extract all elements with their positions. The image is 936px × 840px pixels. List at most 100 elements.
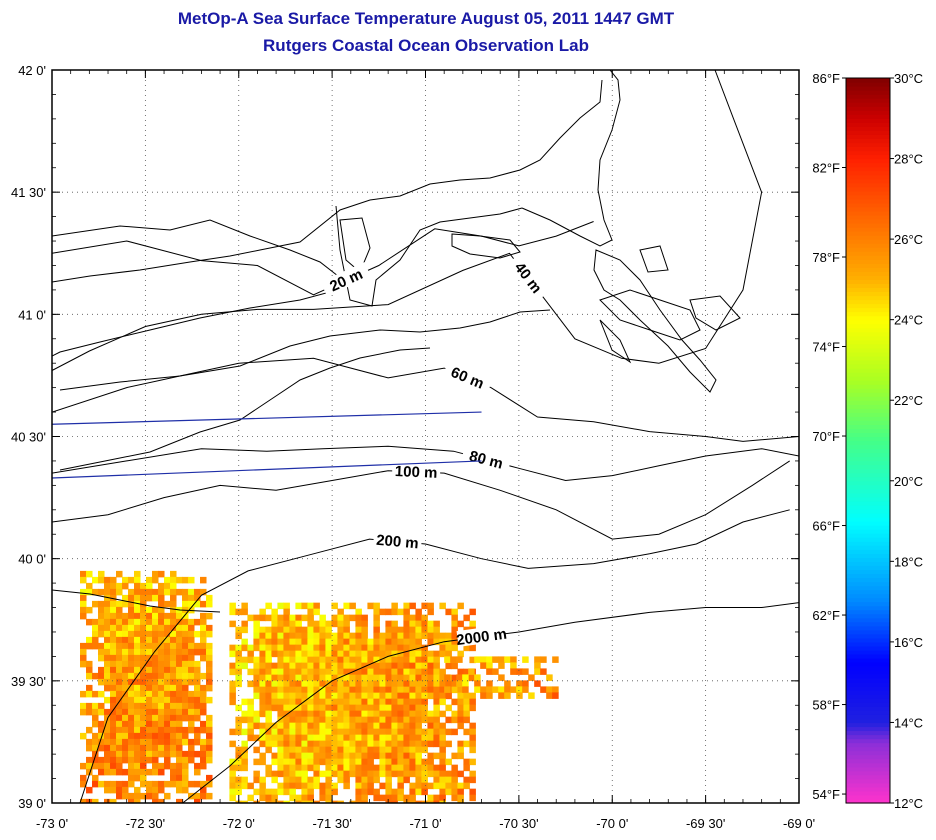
lat-tick-label: 41 0' <box>18 307 46 322</box>
sst-pixel <box>259 650 266 658</box>
sst-pixel <box>415 674 422 682</box>
sst-pixel <box>235 746 242 754</box>
sst-pixel <box>259 680 266 688</box>
sst-pixel <box>164 762 171 770</box>
sst-pixel <box>229 788 236 796</box>
sst-pixel <box>122 666 129 674</box>
sst-pixel <box>170 636 177 644</box>
sst-pixel <box>444 686 451 693</box>
sst-pixel <box>146 612 153 620</box>
colorbar-segment <box>846 400 890 405</box>
sst-pixel <box>403 626 410 634</box>
sst-pixel <box>128 630 135 638</box>
sst-pixel <box>349 722 356 730</box>
sst-pixel <box>253 734 260 742</box>
sst-pixel <box>421 650 428 658</box>
sst-pixel <box>307 794 314 802</box>
sst-pixel <box>373 644 380 652</box>
sst-pixel <box>146 768 153 776</box>
sst-pixel <box>385 752 392 760</box>
sst-pixel <box>277 752 284 760</box>
sst-pixel <box>176 726 183 734</box>
colorbar-segment <box>846 718 890 724</box>
sst-pixel <box>122 636 129 644</box>
sst-pixel <box>451 752 458 760</box>
sst-pixel <box>319 710 326 718</box>
sst-layer <box>80 570 559 803</box>
sst-pixel <box>361 716 368 724</box>
colorbar-segment <box>846 198 890 204</box>
sst-pixel <box>349 614 356 622</box>
sst-pixel <box>385 662 392 670</box>
sst-pixel <box>200 636 207 644</box>
sst-pixel <box>200 648 207 656</box>
contour-label-bg <box>372 530 423 551</box>
sst-pixel <box>373 662 380 670</box>
sst-pixel <box>104 768 111 776</box>
sst-pixel <box>128 738 135 746</box>
sst-pixel <box>325 764 332 772</box>
colorbar-segment <box>846 416 890 421</box>
sst-pixel <box>134 690 141 698</box>
sst-pixel <box>331 656 338 664</box>
sst-pixel <box>289 698 296 706</box>
sst-pixel <box>415 746 422 754</box>
sst-pixel <box>397 746 404 754</box>
sst-pixel <box>110 780 117 788</box>
sst-pixel <box>289 638 296 646</box>
sst-pixel <box>116 570 123 578</box>
sst-pixel <box>104 720 111 728</box>
sst-pixel <box>98 708 105 716</box>
sst-pixel <box>170 774 177 782</box>
sst-pixel <box>409 710 416 718</box>
sst-pixel <box>116 678 123 686</box>
sst-pixel <box>265 692 272 700</box>
sst-pixel <box>486 680 493 687</box>
sst-pixel <box>164 696 171 704</box>
colorbar-segment <box>846 553 890 558</box>
sst-pixel <box>271 650 278 658</box>
sst-pixel <box>188 636 195 644</box>
sst-pixel <box>385 638 392 646</box>
sst-pixel <box>140 630 147 638</box>
sst-pixel <box>427 608 434 616</box>
sst-pixel <box>451 644 458 652</box>
sst-pixel <box>146 744 153 752</box>
sst-pixel <box>534 668 541 675</box>
sst-pixel <box>463 644 470 652</box>
colorbar-segment <box>846 694 890 699</box>
sst-pixel <box>385 674 392 682</box>
sst-pixel <box>373 620 380 628</box>
sst-pixel <box>122 630 129 638</box>
sst-pixel <box>170 642 177 650</box>
colorbar-segment <box>846 420 890 425</box>
sst-pixel <box>247 614 254 622</box>
sst-pixel <box>325 800 332 803</box>
sst-pixel <box>140 642 147 650</box>
sst-pixel <box>104 798 111 803</box>
sst-pixel <box>331 698 338 706</box>
lon-tick-label: -72 0' <box>223 816 255 831</box>
sst-pixel <box>349 602 356 610</box>
sst-pixel <box>247 716 254 724</box>
sst-pixel <box>445 740 452 748</box>
sst-pixel <box>188 714 195 722</box>
sst-pixel <box>367 752 374 760</box>
sst-pixel <box>373 716 380 724</box>
sst-pixel <box>367 788 374 796</box>
sst-pixel <box>194 600 201 608</box>
sst-pixel <box>463 740 470 748</box>
sst-pixel <box>164 642 171 650</box>
sst-pixel <box>403 704 410 712</box>
sst-pixel <box>295 620 302 628</box>
sst-pixel <box>283 602 290 610</box>
sst-pixel <box>331 758 338 766</box>
sst-pixel <box>134 738 141 746</box>
sst-pixel <box>146 792 153 800</box>
sst-pixel <box>379 668 386 676</box>
sst-pixel <box>188 744 195 752</box>
sst-pixel <box>319 656 326 664</box>
sst-pixel <box>152 618 159 626</box>
colorbar-segment <box>846 605 890 611</box>
sst-pixel <box>337 770 344 778</box>
